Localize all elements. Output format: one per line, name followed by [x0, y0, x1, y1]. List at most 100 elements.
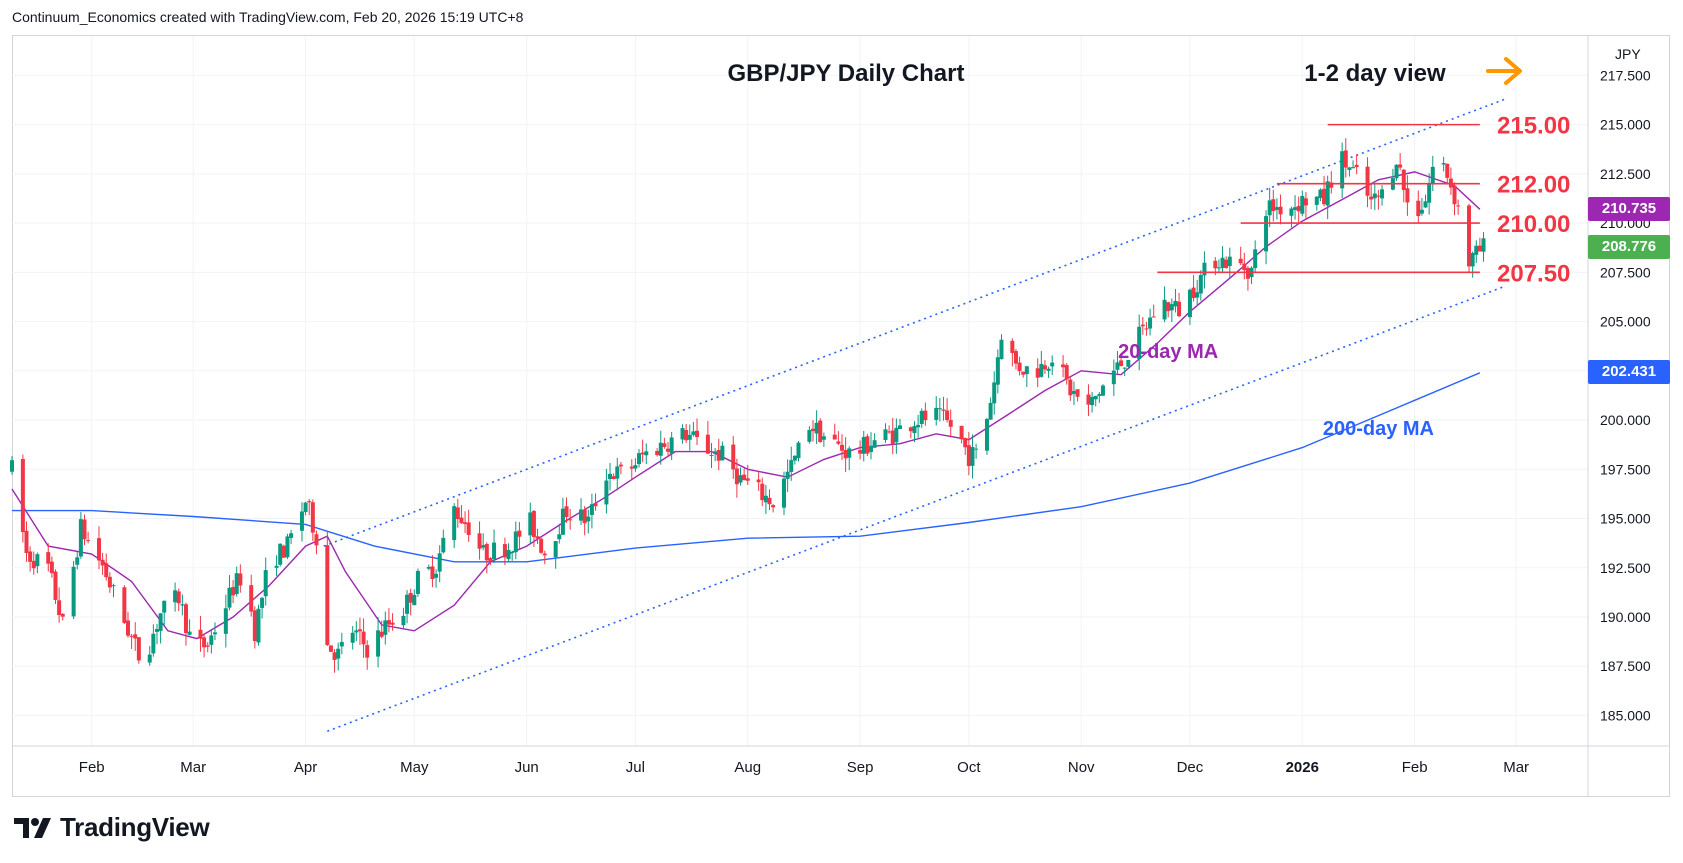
time-axis-ticks: Feb Mar Apr May Jun Jul Aug Sep Oct Nov Dec 2026 Feb…: [79, 759, 1529, 776]
candle-body: [463, 522, 468, 524]
candle-body: [1166, 302, 1171, 312]
candle-body: [633, 465, 638, 469]
candle-body: [263, 570, 268, 597]
candle-body: [709, 454, 714, 456]
candle-body: [401, 615, 406, 626]
x-tick-label: May: [400, 759, 429, 776]
candle-body: [1441, 163, 1446, 165]
ma20-line: [11, 171, 1481, 640]
candle-body: [608, 473, 613, 479]
candle-body: [1068, 379, 1073, 396]
candle-body: [542, 553, 547, 556]
candle-body: [662, 443, 667, 447]
candle-body: [1474, 245, 1479, 255]
candle-body: [1329, 182, 1334, 188]
candle-body: [629, 466, 634, 469]
candle-body: [966, 445, 971, 467]
candle-body: [415, 570, 420, 594]
candle-body: [455, 507, 460, 520]
candle-body: [1017, 362, 1022, 372]
candle-body: [934, 407, 939, 420]
candle-body: [325, 545, 330, 645]
candle-body: [1380, 189, 1385, 199]
candle-body: [1278, 206, 1283, 215]
candle-body: [1445, 163, 1450, 178]
candle-body: [687, 434, 692, 440]
candle-body: [535, 536, 540, 539]
candle-body: [691, 431, 696, 435]
tradingview-logo[interactable]: TradingView: [14, 812, 210, 843]
candle-body: [742, 474, 747, 481]
candle-body: [46, 552, 51, 564]
candle-body: [1144, 328, 1149, 330]
candle-body: [963, 438, 968, 448]
candle-body: [1343, 150, 1348, 168]
candle-body: [1177, 301, 1182, 317]
candle-body: [328, 645, 333, 652]
candle-body: [133, 634, 138, 639]
x-tick-label: Jun: [515, 759, 539, 776]
candle-body: [618, 464, 623, 467]
price-axis-ticks: 185.000 187.500 190.000 192.500 195.000 197.5…: [1600, 67, 1651, 723]
x-tick-label: 2026: [1286, 759, 1319, 776]
candle-body: [205, 645, 210, 647]
view-label: 1-2 day view: [1304, 60, 1446, 87]
candle-body: [894, 427, 899, 443]
candle-body: [995, 357, 1000, 385]
candle-body: [1195, 292, 1200, 298]
candle-body: [1024, 366, 1029, 375]
candle-body: [1162, 299, 1167, 320]
candle-body: [1064, 365, 1069, 380]
y-tick-label: 195.000: [1600, 511, 1651, 527]
candle-body: [223, 608, 228, 634]
candle-body: [832, 434, 837, 440]
candle-body: [1191, 287, 1196, 299]
candle-body: [807, 430, 812, 442]
candle-body: [82, 519, 87, 540]
x-tick-label: Aug: [734, 759, 761, 776]
candle-body: [814, 422, 819, 434]
grid-lines: [12, 36, 1588, 745]
candle-body: [361, 631, 366, 645]
candle-body: [861, 437, 866, 454]
candle-body: [376, 630, 381, 657]
candle-body: [49, 561, 54, 574]
candle-body: [1394, 164, 1399, 179]
candle-body: [75, 557, 80, 565]
candle-body: [484, 544, 489, 561]
y-tick-label: 187.500: [1600, 658, 1651, 674]
candle-body: [256, 608, 261, 643]
candle-body: [303, 502, 308, 513]
candle-body: [564, 506, 569, 518]
candle-body: [1100, 385, 1105, 396]
chart-title: GBP/JPY Daily Chart: [728, 60, 965, 87]
candle-body: [1010, 340, 1015, 353]
candle-body: [336, 648, 341, 659]
candle-body: [1296, 205, 1301, 212]
candle-body: [923, 410, 928, 421]
candle-body: [104, 563, 109, 578]
candle-body: [763, 495, 768, 503]
candle-body: [528, 512, 533, 536]
candle-body: [96, 538, 101, 561]
candle-body: [408, 592, 413, 603]
price-label: 208.776: [1588, 235, 1670, 260]
candle-body: [984, 418, 989, 451]
candle-body: [785, 471, 790, 479]
candle-body: [202, 637, 207, 648]
candle-body: [1369, 196, 1374, 200]
candle-body: [20, 459, 25, 533]
candle-body: [897, 425, 902, 429]
candle-body: [539, 538, 544, 553]
candle-body: [466, 522, 471, 535]
candle-body: [100, 559, 105, 566]
candle-body: [129, 635, 134, 637]
candle-body: [492, 542, 497, 560]
candle-body: [586, 516, 591, 522]
candle-body: [481, 545, 486, 548]
candle-body: [734, 468, 739, 485]
candle-body: [1071, 390, 1076, 394]
candle-body: [756, 479, 761, 483]
price-label: 202.431: [1588, 360, 1670, 385]
